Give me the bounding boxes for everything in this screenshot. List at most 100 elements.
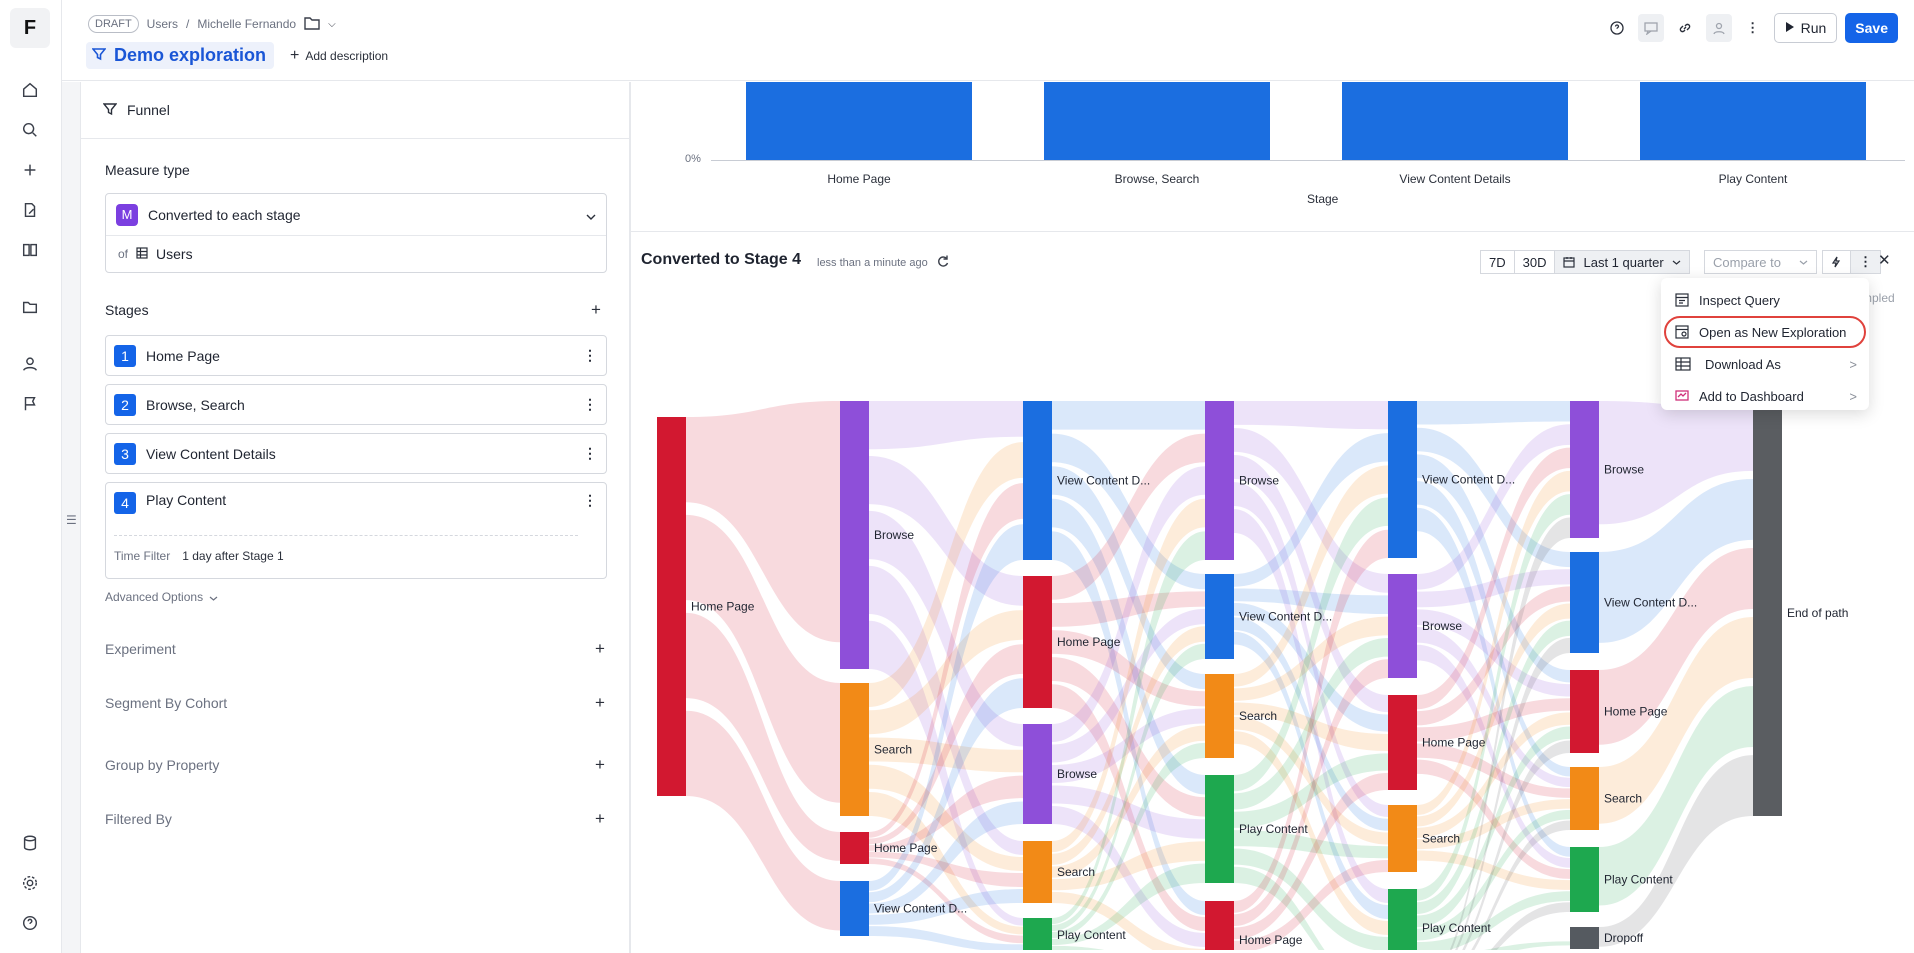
sankey-link[interactable] [1417,447,1570,710]
sankey-link[interactable] [1234,509,1388,904]
sankey-link[interactable] [1234,482,1388,818]
sankey-node[interactable] [1205,775,1234,883]
sankey-link[interactable] [1234,702,1388,752]
more-options-icon[interactable]: ⋮ [1746,20,1760,35]
sankey-link[interactable] [1234,830,1388,859]
sankey-node[interactable] [1570,927,1599,949]
app-logo[interactable]: F [10,8,50,48]
sankey-link[interactable] [1052,608,1205,763]
sankey-link[interactable] [1052,630,1205,707]
save-button[interactable]: Save [1845,13,1898,43]
sankey-link[interactable] [1417,620,1570,914]
sankey-link[interactable] [869,737,1023,773]
help-icon[interactable] [1604,14,1630,42]
add-segment-icon[interactable]: + [595,693,605,712]
bar-browse-search[interactable] [1044,82,1270,160]
sankey-link[interactable] [1417,424,1570,590]
sankey-link[interactable] [1417,799,1570,850]
sankey-node[interactable] [1205,401,1234,560]
sankey-node[interactable] [1570,847,1599,912]
sankey-link[interactable] [1052,626,1205,865]
database-icon[interactable] [19,832,41,854]
sankey-node[interactable] [1023,401,1052,560]
sankey-link[interactable] [686,612,840,861]
add-filter-icon[interactable]: + [595,809,605,828]
exploration-title[interactable]: Demo exploration [86,42,275,69]
sankey-link[interactable] [1417,586,1570,726]
sankey-link[interactable] [1234,848,1388,950]
stage-card[interactable]: 2 Browse, Search ⋮ [105,384,607,425]
advanced-options-toggle[interactable]: Advanced Options [105,590,218,604]
folder-icon[interactable] [304,16,320,33]
sankey-node[interactable] [1570,670,1599,753]
sankey-link[interactable] [869,510,1023,747]
sankey-link[interactable] [686,401,840,643]
sankey-link[interactable] [1052,945,1205,950]
stage-menu-icon[interactable]: ⋮ [583,396,597,412]
sankey-link[interactable] [869,610,1023,735]
sankey-link[interactable] [869,792,1023,935]
sankey-link[interactable] [1417,454,1570,683]
sankey-link[interactable] [1599,617,1753,824]
add-experiment-icon[interactable]: + [595,639,605,658]
sankey-link[interactable] [1599,686,1753,906]
chart-more-icon[interactable]: ⋮ [1851,251,1880,273]
sankey-node[interactable] [1205,574,1234,659]
sankey-link[interactable] [869,926,1023,950]
sankey-link[interactable] [1417,603,1570,827]
library-icon[interactable] [19,239,41,261]
sankey-link[interactable] [869,851,1023,887]
sankey-link[interactable] [1417,470,1570,816]
sankey-link[interactable] [1052,891,1205,950]
range-30d-button[interactable]: 30D [1515,251,1556,273]
lightning-icon[interactable] [1823,251,1851,273]
bar-play-content[interactable] [1640,82,1866,160]
search-icon[interactable] [19,119,41,141]
stage-card[interactable]: 3 View Content Details ⋮ [105,433,607,474]
add-group-icon[interactable]: + [595,755,605,774]
sankey-link[interactable] [1052,643,1205,932]
menu-item-open-new-exploration[interactable]: Open as New Exploration [1664,316,1866,348]
sankey-link[interactable] [869,483,1023,838]
share-users-icon[interactable] [1705,14,1732,42]
sankey-link[interactable] [1417,902,1570,950]
sankey-link[interactable] [1417,820,1570,950]
sankey-link[interactable] [1052,401,1205,430]
sankey-node[interactable] [1023,841,1052,903]
add-description-button[interactable]: + Add description [290,47,388,65]
experiment-section[interactable]: Experiment + [105,639,607,659]
sankey-node[interactable] [1388,695,1417,790]
sankey-link[interactable] [686,710,840,931]
sankey-link[interactable] [1599,755,1753,947]
measure-dropdown[interactable]: M Converted to each stage [106,194,606,236]
sankey-link[interactable] [1417,712,1570,838]
sankey-link[interactable] [1234,637,1388,810]
sankey-link[interactable] [869,858,1023,944]
sankey-node[interactable] [1205,674,1234,758]
settings-icon[interactable] [19,872,41,894]
sankey-link[interactable] [869,764,1023,871]
sankey-node[interactable] [1205,901,1234,950]
sankey-link[interactable] [869,644,1023,845]
sankey-link[interactable] [1599,548,1753,745]
sankey-link[interactable] [1417,850,1570,890]
sankey-link[interactable] [1052,591,1205,627]
sankey-link[interactable] [1417,427,1570,568]
sankey-link[interactable] [1417,644,1570,868]
stage-card[interactable]: 4 Play Content ⋮ Time Filter 1 day after… [105,482,607,579]
sankey-link[interactable] [1417,941,1570,950]
sankey-link[interactable] [1052,433,1205,590]
sankey-link[interactable] [1234,401,1388,430]
sankey-link[interactable] [1417,726,1570,928]
sankey-link[interactable] [869,678,1023,903]
sankey-link[interactable] [1052,531,1205,916]
range-7d-button[interactable]: 7D [1481,251,1515,273]
sankey-link[interactable] [1234,602,1388,732]
sankey-link[interactable] [869,524,1023,891]
sankey-link[interactable] [1234,617,1388,831]
group-by-section[interactable]: Group by Property + [105,755,607,775]
sankey-link[interactable] [1052,466,1205,690]
user-icon[interactable] [19,353,41,375]
sankey-node[interactable] [1388,401,1417,558]
range-dropdown[interactable]: Last 1 quarter [1555,251,1689,273]
